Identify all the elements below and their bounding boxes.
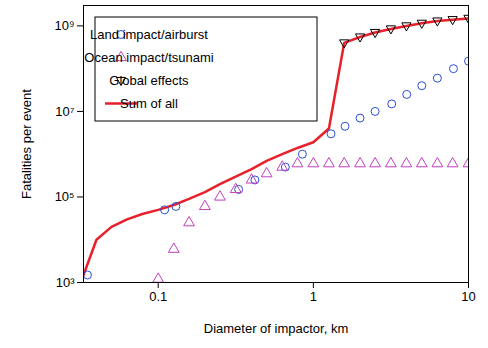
svg-text:Global effects: Global effects [109,73,189,88]
svg-text:Ocean impact/tsunami: Ocean impact/tsunami [84,50,213,65]
svg-text:0.1: 0.1 [149,289,167,304]
svg-text:10³: 10³ [56,275,75,290]
svg-text:Fatalities per event: Fatalities per event [19,89,34,199]
svg-text:Sum of all: Sum of all [120,96,178,111]
svg-text:10: 10 [461,289,475,304]
svg-text:10⁷: 10⁷ [55,104,74,119]
svg-text:1: 1 [310,289,317,304]
svg-text:Diameter of impactor, km: Diameter of impactor, km [204,321,349,336]
svg-text:10⁹: 10⁹ [54,18,74,33]
svg-text:10⁵: 10⁵ [55,189,75,204]
svg-text:Land impact/airburst: Land impact/airburst [90,27,208,42]
